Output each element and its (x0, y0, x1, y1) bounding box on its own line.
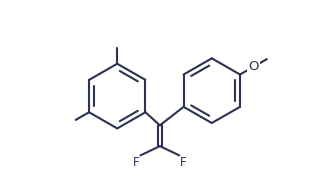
Text: O: O (248, 60, 259, 73)
Text: F: F (133, 156, 140, 169)
Text: F: F (180, 156, 187, 169)
